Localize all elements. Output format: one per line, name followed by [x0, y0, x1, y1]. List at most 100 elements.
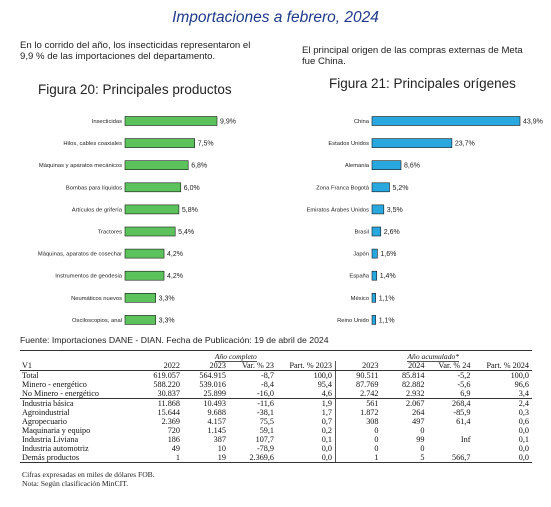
table-cell: 2.742 [335, 389, 382, 399]
table-cell: 4.157 [207, 417, 226, 426]
table-cell: 268,4 [427, 398, 474, 408]
table-cell: 82.882 [401, 380, 425, 389]
table-cell: 0,0 [277, 453, 336, 463]
value-label: 5,2% [393, 185, 409, 192]
bar [124, 160, 189, 171]
category-label: Alemania [345, 163, 370, 169]
table-cell: 0,2 [321, 426, 333, 435]
bar [124, 293, 156, 303]
bar [371, 270, 378, 281]
category-label: Insecticidas [92, 119, 122, 125]
table-cell: 11.868 [137, 398, 183, 408]
products-chart: Insecticidas 9,9% Hilos, cables coaxiales 7… [38, 116, 236, 325]
table-cell: 85.814 [401, 371, 425, 380]
column-header: V1 [20, 361, 138, 371]
table-cell: 59,1 [259, 426, 275, 435]
category-label: Instrumentos de geodesia [55, 274, 122, 280]
origins-chart: China 43,9% Estados Unidos 23,7% Alemania 8,6… [306, 116, 543, 325]
group-label-accumulated: Año acumulado* [407, 352, 460, 362]
category-label: Artículos de grifería [72, 207, 123, 213]
row-label: Industria Liviana [22, 435, 79, 444]
table-cell: 308 [335, 417, 382, 426]
value-label: 5,8% [182, 207, 198, 214]
table-cell: 539.016 [199, 380, 226, 389]
column-header: Var. % 23 [228, 361, 278, 371]
row-label: Minero - energético [22, 380, 87, 389]
column-header: 2023 [335, 361, 382, 371]
value-label: 1,1% [379, 295, 395, 302]
table-cell: 0 [420, 444, 425, 453]
bar [371, 248, 378, 259]
value-label: 6,0% [184, 185, 200, 192]
table-cell: 61,4 [456, 417, 471, 426]
table-cell: Inf [460, 435, 471, 444]
table-cell: 387 [213, 435, 226, 444]
row-label: Demás productos [20, 453, 138, 463]
table-cell: 1.145 [207, 426, 226, 435]
value-label: 6,8% [191, 163, 207, 170]
table-cell: 10.493 [182, 398, 229, 408]
table-cell: 0,6 [518, 417, 529, 426]
column-header: 2022 [137, 361, 183, 371]
table-cell: 5 [381, 453, 428, 463]
table-cell: 2,4 [473, 398, 532, 408]
table-cell: -78,9 [256, 444, 275, 453]
table-row: Total 619.057 564.915 -8,7 100,0 90.511 85.814… [20, 370, 532, 380]
table-cell: -38,1 [256, 408, 275, 417]
table-cell: 566,7 [427, 453, 474, 463]
bar [124, 204, 180, 215]
table-cell: 49 [171, 444, 180, 453]
column-header: Var. % 24 [427, 361, 474, 371]
value-label: 3,3% [159, 295, 175, 302]
value-label: 1,1% [379, 317, 395, 324]
table-cell: -8,4 [261, 380, 275, 389]
bar [371, 182, 390, 193]
table-cell: 6,9 [460, 389, 471, 398]
table-cell: 90.511 [335, 370, 382, 380]
bar [371, 160, 402, 171]
table-row: Minero - energético 588.220 539.016 -8,4 95,… [20, 380, 532, 389]
row-label: Industria automotriz [22, 444, 89, 453]
bar [371, 293, 377, 303]
value-label: 4,2% [167, 273, 183, 280]
bar [371, 315, 377, 325]
table-cell: -11,6 [228, 398, 278, 408]
category-label: China [354, 119, 370, 125]
table-cell: 0 [420, 426, 425, 435]
table-note-classification: Nota: Según clasificación MinCIT. [22, 479, 129, 488]
table-row: Agropecuario 2.369 4.157 75,5 0,7 308 497 61,4 0… [20, 417, 532, 426]
table-cell: 0,1 [321, 435, 333, 444]
row-label: Total [22, 371, 39, 380]
value-label: 7,5% [198, 141, 214, 148]
table-cell: 3,4 [518, 389, 529, 398]
value-label: 8,6% [404, 163, 420, 170]
table-cell: -85,9 [453, 408, 471, 417]
bar [124, 315, 156, 325]
figure-21-title: Figura 21: Principales orígenes [329, 76, 516, 91]
table-cell: 0 [335, 426, 382, 435]
bar [371, 116, 521, 126]
bar [124, 116, 218, 126]
table-cell: 0,1 [518, 435, 529, 444]
table-cell: 96,6 [514, 380, 529, 389]
table-cell: 75,5 [259, 417, 275, 426]
table-row: Agroindustrial 15.644 9.688 -38,1 1,7 1.872 26… [20, 408, 532, 417]
table-cell: 9.688 [207, 408, 226, 417]
table-header-row: V1 2022 2023 Var. % 23 Part. % 2023 2023 2024 V… [20, 361, 532, 371]
table-cell: -5,6 [457, 380, 471, 389]
bar [371, 226, 382, 237]
table-row: Maquinaria y equipo 720 1.145 59,1 0,2 0 0 0,0 [20, 426, 532, 435]
table-cell: 15.644 [157, 408, 180, 417]
table-cell: 1 [335, 453, 382, 463]
category-label: Hilos, cables coaxiales [63, 141, 122, 147]
source-note: Fuente: Importaciones DANE - DIAN. Fecha… [20, 335, 329, 345]
table-cell: 0,0 [321, 444, 333, 453]
table-cell: 100,0 [510, 371, 529, 380]
table-cell: 2.067 [381, 398, 428, 408]
bar [124, 226, 176, 237]
column-header: Part. % 2024 [473, 361, 532, 371]
table-cell: 1,7 [321, 408, 333, 417]
category-label: España [349, 274, 369, 280]
value-label: 1,4% [380, 273, 396, 280]
category-label: Bombas para líquidos [66, 185, 122, 191]
